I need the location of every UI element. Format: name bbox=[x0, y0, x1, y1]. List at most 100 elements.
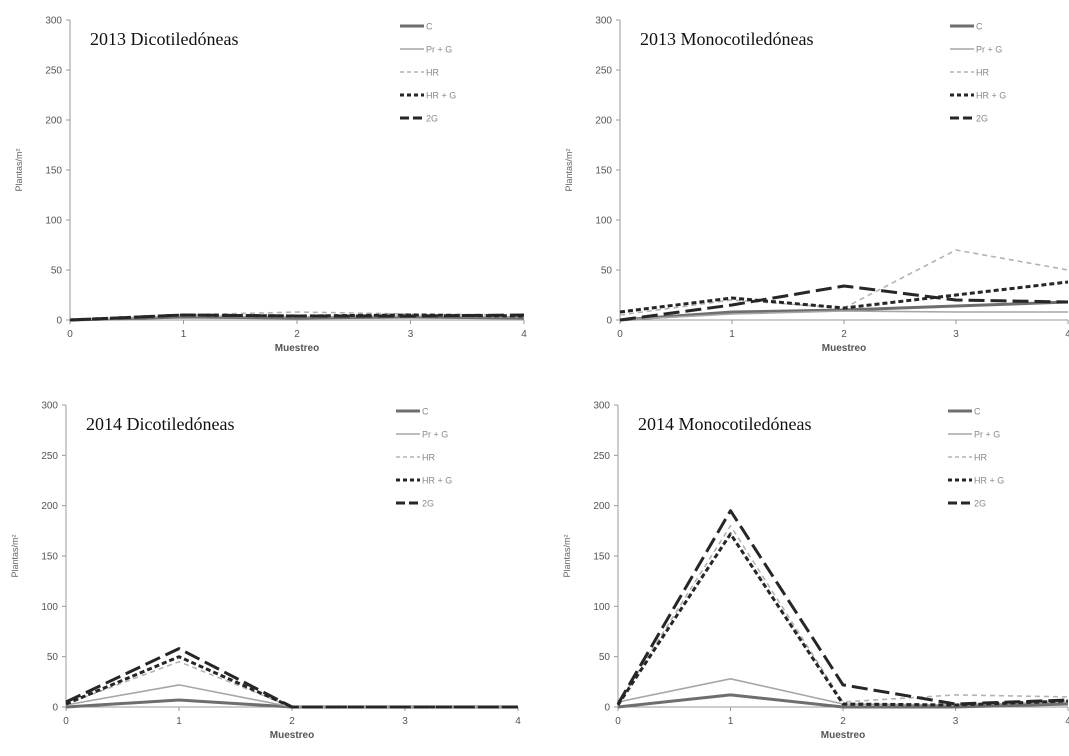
legend: C Pr + G HR HR + G 2G bbox=[400, 22, 456, 124]
x-tick-label: 2 bbox=[294, 329, 300, 340]
y-tick-label: 200 bbox=[593, 501, 610, 512]
y-tick-label: 50 bbox=[47, 652, 59, 663]
x-tick-label: 1 bbox=[181, 329, 187, 340]
x-tick-label: 4 bbox=[521, 329, 527, 340]
y-tick-label: 0 bbox=[56, 316, 62, 327]
y-tick-label: 200 bbox=[41, 501, 58, 512]
series-line-hr bbox=[617, 524, 1068, 705]
legend-label: C bbox=[974, 407, 981, 417]
x-tick-label: 0 bbox=[67, 329, 73, 340]
chart-panel-2: 0 50 100 150 200 250 300 0 1 2 3 4 Muestreo Plantas/m… bbox=[564, 16, 1069, 355]
x-tick-label: 4 bbox=[1065, 716, 1069, 727]
legend-label: 2G bbox=[976, 114, 988, 124]
y-axis-title: Plantas/m² bbox=[562, 534, 572, 577]
legend-label: HR bbox=[422, 453, 435, 463]
y-tick-label: 50 bbox=[601, 266, 613, 277]
legend-label: HR + G bbox=[422, 476, 452, 486]
y-tick-label: 50 bbox=[51, 266, 63, 277]
y-tick-label: 300 bbox=[41, 401, 58, 412]
y-tick-label: 250 bbox=[45, 66, 62, 77]
x-tick-label: 4 bbox=[1065, 329, 1069, 340]
x-tick-label: 3 bbox=[402, 716, 408, 727]
legend-label: HR bbox=[426, 68, 439, 78]
chart-title: 2014 Dicotiledóneas bbox=[86, 414, 234, 434]
x-tick-label: 2 bbox=[840, 716, 846, 727]
legend-label: 2G bbox=[974, 499, 986, 509]
x-tick-label: 4 bbox=[515, 716, 521, 727]
y-tick-label: 0 bbox=[604, 703, 610, 714]
y-tick-label: 150 bbox=[593, 552, 610, 563]
series-line-2g bbox=[616, 509, 1068, 706]
y-axis-title: Plantas/m² bbox=[10, 534, 20, 577]
legend-label: Pr + G bbox=[976, 45, 1002, 55]
y-tick-label: 100 bbox=[45, 216, 62, 227]
legend-label: C bbox=[422, 407, 429, 417]
legend: C Pr + G HR HR + G 2G bbox=[948, 407, 1004, 509]
series-line-c bbox=[617, 693, 1068, 709]
x-axis-title: Muestreo bbox=[270, 730, 314, 741]
series-line-pr-g bbox=[619, 310, 1068, 321]
x-tick-label: 1 bbox=[176, 716, 182, 727]
legend: C Pr + G HR HR + G 2G bbox=[396, 407, 452, 509]
chart-panel-1: 0 50 100 150 200 250 300 0 1 2 3 4 Muestreo Plantas/m… bbox=[14, 16, 527, 355]
y-axis-title: Plantas/m² bbox=[564, 148, 574, 191]
x-tick-label: 0 bbox=[615, 716, 621, 727]
legend-label: Pr + G bbox=[426, 45, 452, 55]
y-tick-label: 100 bbox=[595, 216, 612, 227]
series-line-hr-g bbox=[65, 655, 518, 709]
x-axis-title: Muestreo bbox=[275, 343, 319, 354]
chart-title: 2013 Monocotiledóneas bbox=[640, 29, 813, 49]
legend-label: HR bbox=[976, 68, 989, 78]
y-tick-label: 300 bbox=[45, 16, 62, 27]
y-tick-label: 200 bbox=[45, 116, 62, 127]
y-tick-label: 250 bbox=[593, 451, 610, 462]
x-tick-label: 3 bbox=[953, 329, 959, 340]
legend-label: C bbox=[426, 22, 433, 32]
x-tick-label: 2 bbox=[289, 716, 295, 727]
x-tick-label: 3 bbox=[953, 716, 959, 727]
legend: C Pr + G HR HR + G 2G bbox=[950, 22, 1006, 124]
series-line-2g bbox=[65, 647, 518, 709]
series-line-hr-g bbox=[619, 280, 1068, 314]
series-line-2g bbox=[619, 284, 1068, 322]
x-tick-label: 3 bbox=[408, 329, 414, 340]
series-line-c bbox=[619, 300, 1068, 322]
legend-label: C bbox=[976, 22, 983, 32]
legend-label: Pr + G bbox=[974, 430, 1000, 440]
y-tick-label: 300 bbox=[595, 16, 612, 27]
y-tick-label: 300 bbox=[593, 401, 610, 412]
legend-label: 2G bbox=[426, 114, 438, 124]
legend-label: 2G bbox=[422, 499, 434, 509]
y-tick-label: 250 bbox=[41, 451, 58, 462]
y-tick-label: 150 bbox=[45, 166, 62, 177]
y-tick-label: 200 bbox=[595, 116, 612, 127]
series-line-hr-g bbox=[616, 532, 1068, 707]
x-tick-label: 1 bbox=[728, 716, 734, 727]
x-axis-title: Muestreo bbox=[822, 343, 866, 354]
y-tick-label: 100 bbox=[41, 602, 58, 613]
x-tick-label: 0 bbox=[63, 716, 69, 727]
y-axis-title: Plantas/m² bbox=[14, 148, 24, 191]
y-tick-label: 150 bbox=[595, 166, 612, 177]
x-axis-title: Muestreo bbox=[821, 730, 865, 741]
y-tick-label: 250 bbox=[595, 66, 612, 77]
legend-label: HR + G bbox=[426, 91, 456, 101]
legend-label: HR + G bbox=[974, 476, 1004, 486]
x-tick-label: 0 bbox=[617, 329, 623, 340]
chart-panel-3: 0 50 100 150 200 250 300 0 1 2 3 4 Muestreo Plantas/m… bbox=[10, 401, 521, 742]
series-line-2g bbox=[69, 313, 524, 322]
y-tick-label: 100 bbox=[593, 602, 610, 613]
y-tick-label: 0 bbox=[52, 703, 58, 714]
legend-label: HR + G bbox=[976, 91, 1006, 101]
chart-panel-4: 0 50 100 150 200 250 300 0 1 2 3 4 Muestreo Plantas/m… bbox=[562, 401, 1069, 742]
x-tick-label: 1 bbox=[729, 329, 735, 340]
x-tick-label: 2 bbox=[841, 329, 847, 340]
chart-title: 2014 Monocotiledóneas bbox=[638, 414, 811, 434]
chart-title: 2013 Dicotiledóneas bbox=[90, 29, 238, 49]
y-tick-label: 0 bbox=[606, 316, 612, 327]
y-tick-label: 50 bbox=[599, 652, 611, 663]
legend-label: HR bbox=[974, 453, 987, 463]
y-tick-label: 150 bbox=[41, 552, 58, 563]
legend-label: Pr + G bbox=[422, 430, 448, 440]
